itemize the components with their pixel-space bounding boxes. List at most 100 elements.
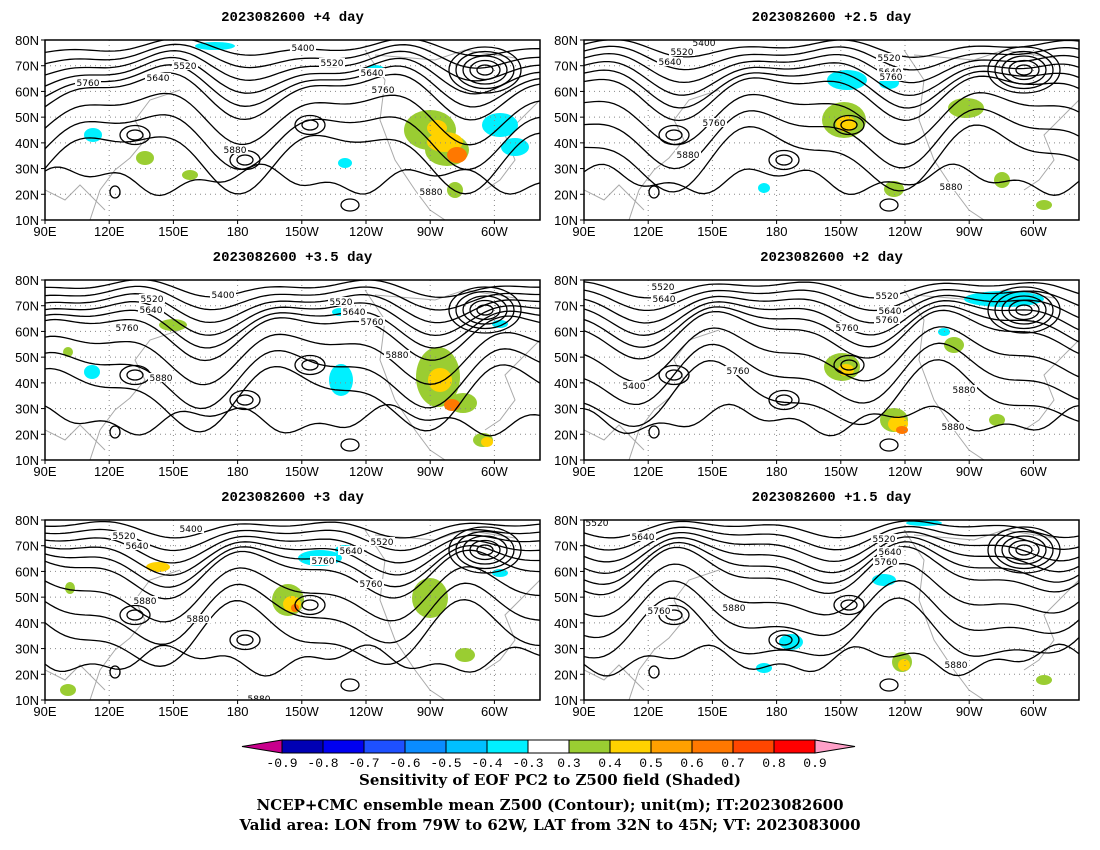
colorbar-arrow-left bbox=[241, 739, 283, 754]
colorbar-box bbox=[691, 739, 734, 754]
contour-label: 5400 bbox=[178, 524, 204, 535]
svg-text:5520: 5520 bbox=[113, 532, 136, 542]
lat-tick-label: 70N bbox=[554, 299, 578, 314]
lat-tick-label: 60N bbox=[554, 564, 578, 579]
colorbar-box bbox=[322, 739, 365, 754]
lon-tick-label: 90W bbox=[956, 464, 983, 479]
contour-label: 5760 bbox=[834, 323, 860, 334]
lon-tick-label: 90E bbox=[572, 224, 595, 239]
lat-tick-label: 40N bbox=[15, 376, 39, 391]
svg-text:5880: 5880 bbox=[940, 183, 963, 193]
contour-label: 5400 bbox=[621, 381, 647, 392]
panel-frame bbox=[583, 519, 1080, 701]
sensitivity-shading bbox=[60, 545, 508, 696]
lon-tick-label: 180 bbox=[766, 704, 788, 719]
lat-tick-label: 70N bbox=[15, 59, 39, 74]
contour-label: 5760 bbox=[725, 366, 751, 377]
panel-title: 2023082600 +2.5 day bbox=[752, 10, 912, 26]
svg-text:5520: 5520 bbox=[873, 535, 896, 545]
lat-tick-label: 60N bbox=[15, 564, 39, 579]
contour-label: 5400 bbox=[691, 40, 717, 49]
coastlines bbox=[45, 49, 540, 220]
contour-label: 5760 bbox=[878, 72, 904, 83]
panel-title: 2023082600 +3.5 day bbox=[213, 250, 373, 266]
lon-tick-label: 180 bbox=[766, 224, 788, 239]
colorbar-box bbox=[650, 739, 693, 754]
colorbar: -0.9 -0.8 -0.7 -0.6 -0.5 -0.4 -0.3 0.3 0.4 0.5 0.6… bbox=[241, 739, 856, 771]
lon-tick-label: 90W bbox=[417, 704, 444, 719]
lon-tick-label: 90E bbox=[33, 704, 56, 719]
lat-tick-label: 80N bbox=[554, 273, 578, 288]
svg-text:5760: 5760 bbox=[360, 580, 383, 590]
lon-tick-label: 90W bbox=[417, 224, 444, 239]
lat-tick-label: 10N bbox=[15, 693, 39, 708]
contour-label: 5520 bbox=[874, 291, 900, 302]
lat-tick-label: 40N bbox=[15, 616, 39, 631]
colorbar-box bbox=[568, 739, 611, 754]
lat-tick-label: 10N bbox=[554, 453, 578, 468]
lat-tick-label: 80N bbox=[15, 513, 39, 528]
lon-tick-label: 150E bbox=[697, 224, 728, 239]
contour-label: 5640 bbox=[145, 73, 171, 84]
svg-text:5520: 5520 bbox=[878, 54, 901, 64]
map-panel: 2023082600 +2 day55205520564056405760576… bbox=[554, 250, 1080, 479]
lon-tick-label: 60W bbox=[481, 704, 508, 719]
svg-text:5880: 5880 bbox=[134, 597, 157, 607]
colorbar-tick-label: 0.8 bbox=[762, 756, 785, 771]
contour-label: 5760 bbox=[874, 315, 900, 326]
svg-text:5760: 5760 bbox=[361, 318, 384, 328]
svg-text:5760: 5760 bbox=[116, 324, 139, 334]
contour-label: 5520 bbox=[871, 534, 897, 545]
gridlines bbox=[584, 280, 1079, 460]
lat-tick-label: 70N bbox=[15, 539, 39, 554]
lon-tick-label: 150W bbox=[285, 704, 320, 719]
contour-label: 5640 bbox=[341, 307, 367, 318]
contour-label: 5640 bbox=[138, 305, 164, 316]
lat-tick-label: 20N bbox=[554, 187, 578, 202]
lon-tick-label: 150E bbox=[158, 224, 189, 239]
lat-tick-label: 10N bbox=[15, 213, 39, 228]
lat-tick-label: 70N bbox=[554, 59, 578, 74]
contour-label: 5520 bbox=[172, 61, 198, 72]
svg-text:5880: 5880 bbox=[187, 615, 210, 625]
lon-tick-label: 90E bbox=[33, 224, 56, 239]
lon-tick-label: 60W bbox=[1020, 224, 1047, 239]
svg-text:5640: 5640 bbox=[126, 542, 149, 552]
lat-tick-label: 40N bbox=[15, 136, 39, 151]
contour-label: 5640 bbox=[124, 541, 150, 552]
contour-label: 5640 bbox=[877, 306, 903, 317]
lon-tick-label: 150E bbox=[697, 464, 728, 479]
svg-text:5760: 5760 bbox=[836, 324, 859, 334]
lon-tick-label: 150E bbox=[158, 464, 189, 479]
lat-tick-label: 10N bbox=[554, 213, 578, 228]
colorbar-tick-label: -0.8 bbox=[307, 756, 338, 771]
lat-tick-label: 40N bbox=[554, 136, 578, 151]
lat-tick-label: 30N bbox=[554, 162, 578, 177]
contour-label: 5760 bbox=[370, 85, 396, 96]
lat-tick-label: 20N bbox=[554, 427, 578, 442]
svg-text:5880: 5880 bbox=[420, 188, 443, 198]
svg-text:5640: 5640 bbox=[653, 295, 676, 305]
svg-text:5520: 5520 bbox=[876, 292, 899, 302]
contour-label: 5520 bbox=[328, 297, 354, 308]
svg-text:5760: 5760 bbox=[875, 558, 898, 568]
lat-tick-label: 30N bbox=[15, 642, 39, 657]
svg-text:5760: 5760 bbox=[703, 119, 726, 129]
lat-tick-label: 60N bbox=[554, 84, 578, 99]
svg-text:5880: 5880 bbox=[248, 695, 271, 705]
svg-text:5880: 5880 bbox=[945, 661, 968, 671]
lon-tick-label: 90W bbox=[956, 224, 983, 239]
colorbar-tick-label: 0.7 bbox=[721, 756, 744, 771]
caption-line-1: Sensitivity of EOF PC2 to Z500 field (Sh… bbox=[359, 771, 741, 789]
lat-tick-label: 10N bbox=[15, 453, 39, 468]
lon-tick-label: 150W bbox=[824, 704, 859, 719]
map-panel: 2023082600 +2.5 day540055205520564056405… bbox=[554, 10, 1080, 239]
colorbar-box bbox=[486, 739, 529, 754]
lat-tick-label: 50N bbox=[15, 110, 39, 125]
z500-contours bbox=[45, 280, 540, 452]
contour-label: 5760 bbox=[646, 606, 672, 617]
